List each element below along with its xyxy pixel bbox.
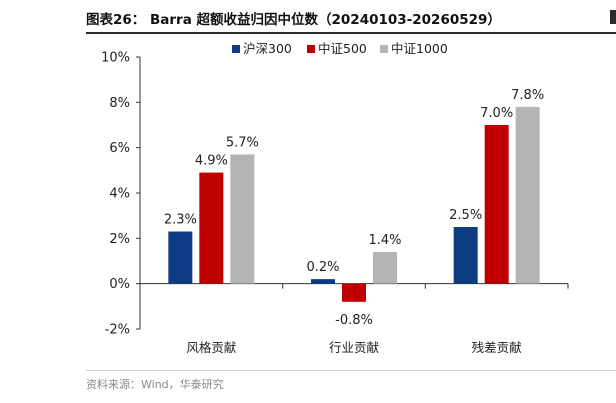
x-tick-label: 风格贡献 <box>186 340 236 355</box>
legend-swatch <box>307 45 315 53</box>
legend-swatch <box>380 45 388 53</box>
y-tick-label: 0% <box>109 277 130 292</box>
data-label: -0.8% <box>335 313 373 328</box>
y-tick-label: 8% <box>109 96 130 111</box>
bar <box>199 172 224 284</box>
bar <box>373 251 397 284</box>
data-label: 0.2% <box>306 260 339 275</box>
legend-swatch <box>232 45 240 53</box>
source-divider <box>86 370 616 371</box>
source-note: 资料来源：Wind，华泰研究 <box>86 378 224 391</box>
adjacent-panel-edge <box>610 10 616 24</box>
x-tick-label: 行业贡献 <box>329 340 379 355</box>
bar <box>342 283 366 302</box>
bar <box>168 231 193 284</box>
legend-label: 中证500 <box>318 41 367 56</box>
data-label: 2.5% <box>449 208 482 223</box>
y-tick-label: 2% <box>109 232 130 247</box>
data-label: 7.8% <box>511 88 544 103</box>
data-label: 7.0% <box>480 106 513 121</box>
x-tick-label: 残差贡献 <box>472 340 522 355</box>
bar <box>484 125 509 284</box>
y-tick-label: 4% <box>109 187 130 202</box>
bar-chart: -2% 0% 2% 4% 6% 8% 10% 2.3% 4.9% 5.7% 风格贡献 0.2% -0.8… <box>101 41 569 355</box>
y-tick-label: -2% <box>105 323 130 338</box>
data-label: 5.7% <box>226 135 259 150</box>
figure-title: 图表26： Barra 超额收益归因中位数（20240103-20260529） <box>86 12 501 28</box>
y-tick-label: 10% <box>101 51 130 66</box>
bar <box>311 279 335 284</box>
data-label: 1.4% <box>368 233 401 248</box>
data-label: 2.3% <box>164 213 197 228</box>
bar <box>515 106 540 284</box>
bar <box>230 154 255 284</box>
y-tick-label: 6% <box>109 141 130 156</box>
legend-label: 中证1000 <box>391 41 448 56</box>
legend-label: 沪深300 <box>243 41 292 56</box>
title-divider <box>86 32 616 34</box>
bar <box>453 227 478 284</box>
data-label: 4.9% <box>195 154 228 169</box>
